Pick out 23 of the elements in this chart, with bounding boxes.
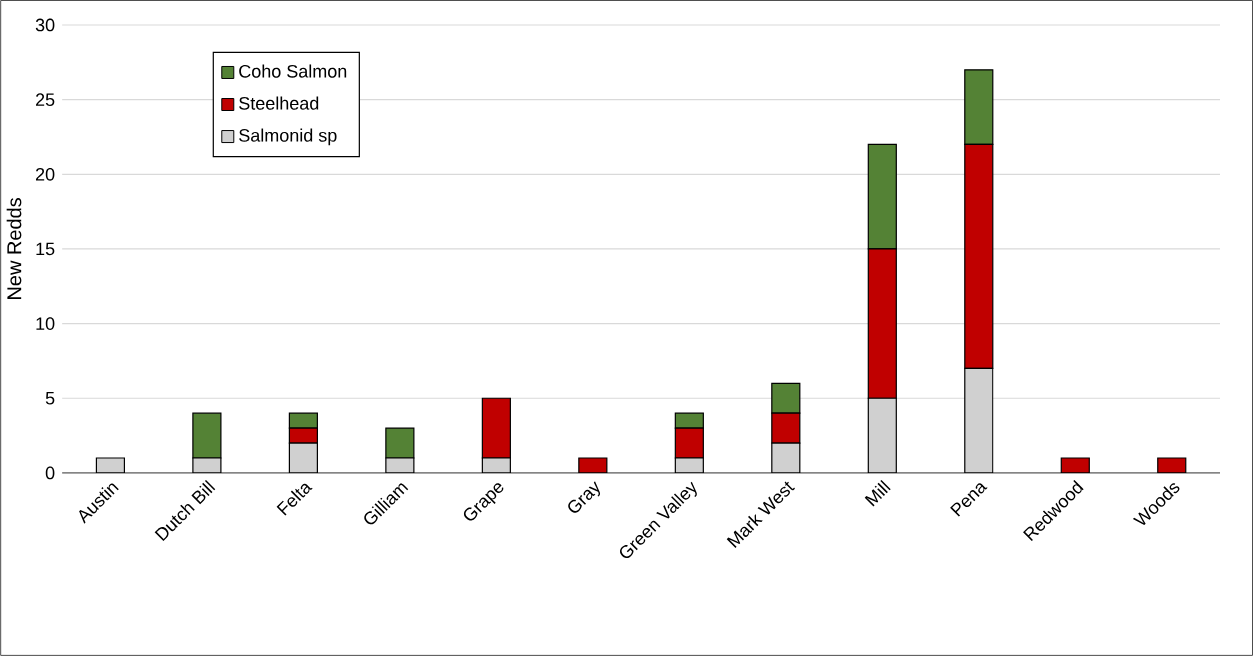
y-tick-label: 5	[45, 392, 55, 405]
y-tick-label: 20	[35, 167, 55, 181]
bar	[964, 143, 994, 370]
bar	[192, 412, 222, 459]
y-tick-label: 10	[36, 317, 55, 331]
legend-label: Coho Salmon	[239, 64, 347, 78]
bar	[771, 442, 801, 473]
bar	[385, 427, 415, 459]
bar	[867, 397, 897, 473]
bar	[481, 397, 511, 459]
bar	[867, 248, 897, 399]
y-tick-label: 25	[35, 93, 55, 107]
bar	[771, 412, 801, 444]
bar	[674, 427, 704, 459]
y-tick-label: 30	[35, 18, 55, 32]
y-axis-title: New Redds	[6, 198, 22, 300]
x-tick-label: Mill	[864, 480, 891, 507]
y-tick-label: 15	[36, 242, 55, 256]
y-tick-label: 0	[45, 466, 55, 480]
legend-label: Steelhead	[239, 96, 319, 110]
bar	[771, 382, 801, 414]
legend-label: Salmonid sp	[239, 128, 337, 146]
bar	[288, 442, 318, 473]
